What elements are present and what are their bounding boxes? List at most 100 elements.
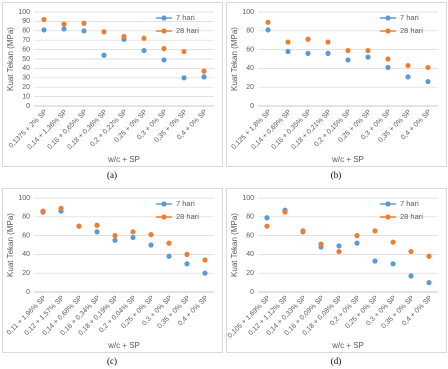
caption: (c): [107, 356, 117, 366]
y-tick-label: 80: [22, 28, 30, 35]
y-tick-label: 60: [246, 46, 254, 53]
data-point: [41, 27, 47, 33]
data-point: [408, 248, 414, 255]
data-point: [40, 208, 46, 214]
y-tick-label: 40: [246, 251, 254, 258]
y-tick-label: 0: [26, 289, 30, 296]
data-point: [425, 78, 431, 85]
data-point: [408, 273, 414, 279]
data-point: [148, 232, 154, 238]
legend-marker: [385, 28, 391, 34]
data-point: [405, 62, 411, 69]
y-tick-label: 30: [22, 75, 30, 82]
data-point: [101, 29, 107, 35]
y-tick-label: 80: [246, 214, 254, 221]
data-point: [365, 47, 371, 54]
y-tick-label: 80: [22, 214, 30, 221]
data-point: [61, 21, 67, 27]
data-point: [181, 75, 187, 81]
y-tick-label: 40: [246, 65, 254, 72]
panel-border: [226, 2, 447, 167]
data-point: [81, 28, 87, 34]
data-point: [166, 253, 172, 259]
data-point: [365, 54, 371, 60]
data-point: [354, 240, 360, 246]
data-point: [264, 215, 270, 221]
panel-border: [2, 188, 223, 353]
data-point: [426, 253, 432, 259]
y-tick-label: 90: [22, 18, 30, 25]
y-tick-label: 100: [18, 9, 30, 16]
data-point: [385, 64, 391, 71]
data-point: [130, 229, 136, 235]
y-axis-title: Kuat Tekan (MPa): [230, 27, 239, 91]
data-point: [101, 52, 107, 58]
data-point: [184, 261, 190, 267]
data-point: [300, 228, 306, 234]
y-tick-label: 10: [22, 93, 30, 100]
legend-marker: [161, 15, 167, 21]
data-point: [372, 258, 378, 264]
legend-label: 28 hari: [400, 212, 423, 221]
data-point: [61, 26, 67, 32]
legend-marker: [161, 201, 167, 207]
y-tick-label: 40: [22, 65, 30, 72]
legend-marker: [161, 214, 167, 220]
data-point: [201, 68, 207, 74]
y-tick-label: 80: [246, 28, 254, 35]
data-point: [318, 241, 324, 247]
data-point: [81, 20, 87, 26]
data-point: [161, 46, 167, 52]
legend-marker: [385, 214, 391, 220]
data-point: [112, 237, 118, 243]
y-tick-label: 40: [22, 251, 30, 258]
data-point: [202, 270, 208, 276]
y-tick-label: 60: [22, 46, 30, 53]
panel-border: [226, 188, 447, 353]
data-point: [181, 48, 187, 55]
y-tick-label: 20: [22, 84, 30, 91]
legend-label: 7 hari: [176, 199, 195, 208]
x-axis-title: w/c + SP: [107, 155, 140, 164]
data-point: [166, 240, 172, 246]
data-point: [184, 251, 190, 257]
data-point: [285, 48, 291, 55]
data-point: [282, 209, 288, 215]
data-point: [425, 64, 431, 71]
y-tick-label: 70: [22, 37, 30, 44]
data-point: [148, 242, 154, 248]
data-point: [336, 248, 342, 255]
x-axis-title: w/c + SP: [331, 341, 364, 350]
caption: (d): [331, 356, 342, 366]
y-tick-label: 0: [250, 289, 254, 296]
legend-label: 7 hari: [176, 13, 195, 22]
legend-marker: [161, 28, 167, 34]
caption: (a): [107, 170, 117, 180]
data-point: [345, 57, 351, 63]
data-point: [130, 234, 136, 241]
data-point: [94, 229, 100, 235]
data-point: [58, 205, 64, 211]
y-axis-title: Kuat Tekan (MPa): [230, 213, 239, 277]
data-point: [141, 35, 147, 41]
data-point: [94, 222, 100, 228]
y-axis-title: Kuat Tekan (MPa): [6, 213, 15, 277]
data-point: [372, 228, 378, 234]
data-point: [201, 74, 207, 80]
data-point: [76, 223, 82, 229]
y-tick-label: 100: [242, 9, 254, 16]
data-point: [141, 47, 147, 54]
data-point: [345, 47, 351, 54]
data-point: [390, 261, 396, 267]
data-point: [426, 280, 432, 286]
legend-label: 7 hari: [400, 13, 419, 22]
data-point: [265, 19, 271, 25]
data-point: [265, 27, 271, 33]
data-point: [305, 36, 311, 42]
y-tick-label: 20: [22, 270, 30, 277]
y-tick-label: 50: [22, 56, 30, 63]
y-tick-label: 60: [246, 232, 254, 239]
